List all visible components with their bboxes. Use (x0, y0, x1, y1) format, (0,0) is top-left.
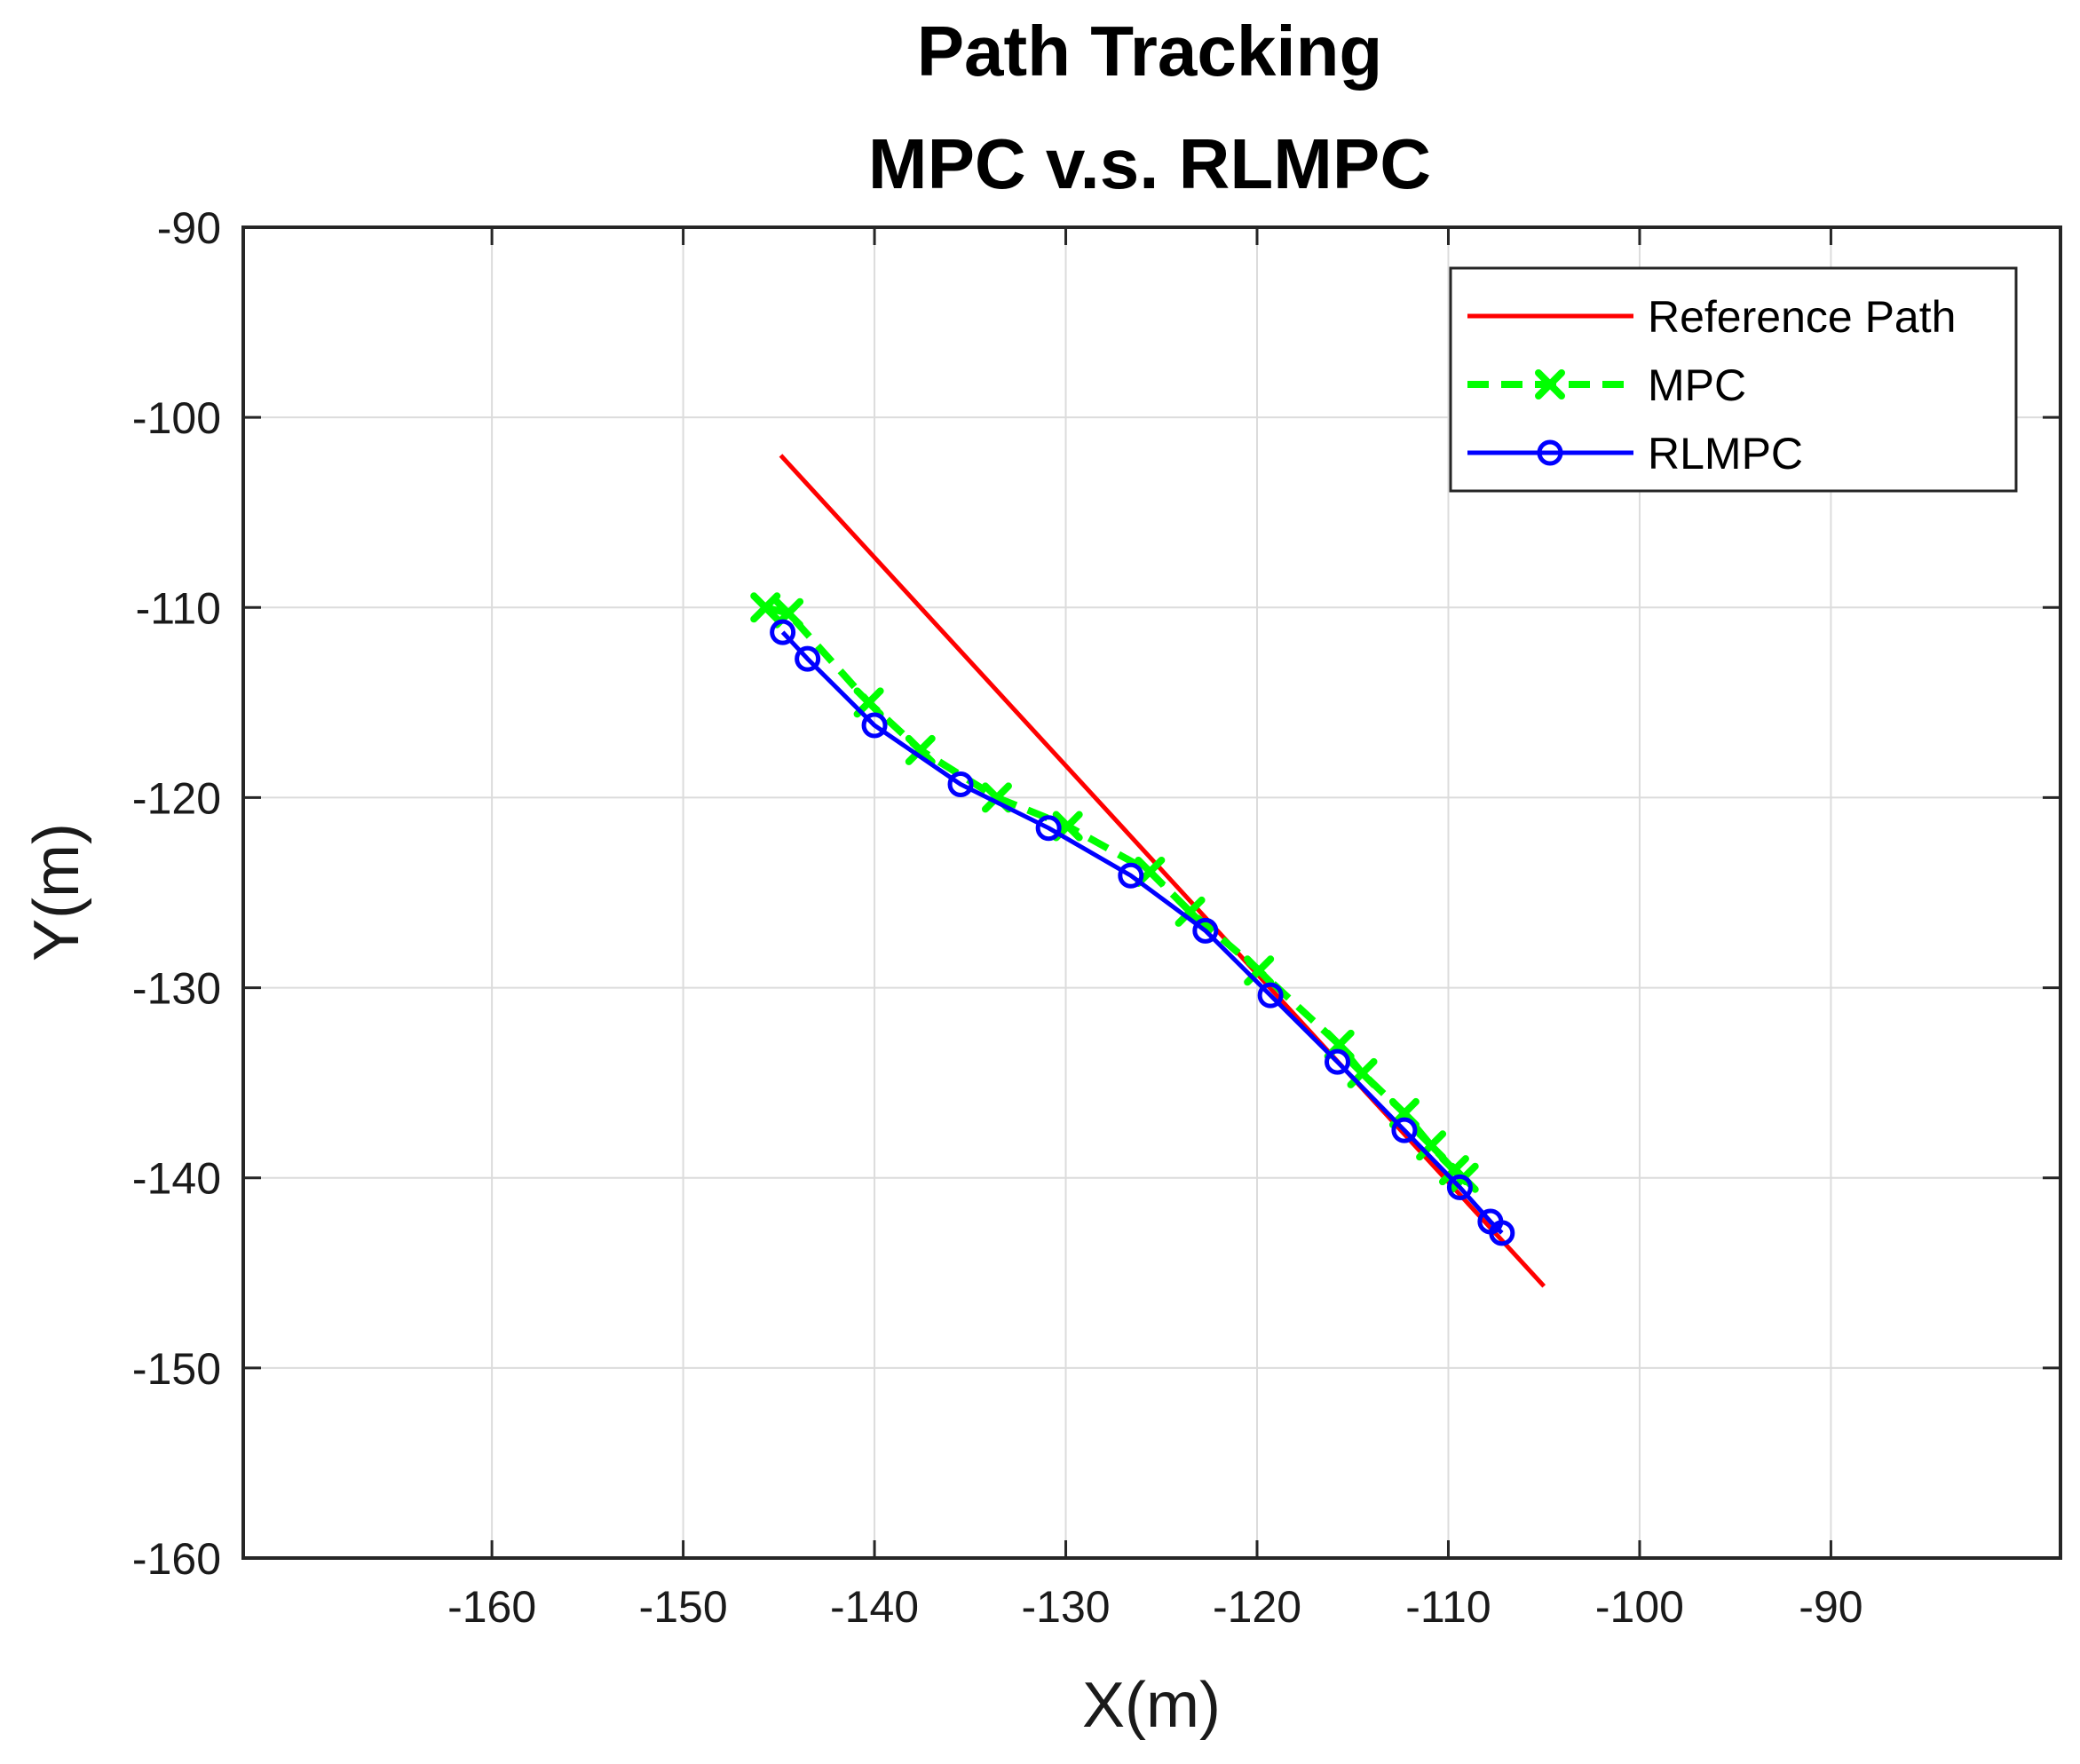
data-point-marker (905, 734, 936, 765)
data-point-marker (1416, 1130, 1447, 1161)
data-point-marker (1192, 917, 1219, 944)
marker-stroke (1416, 1130, 1447, 1161)
legend-label: MPC (1648, 360, 1746, 410)
x-tick-label: -90 (1799, 1582, 1863, 1632)
y-tick-label: -120 (132, 773, 221, 823)
data-point-marker (770, 619, 796, 645)
legend-items: Reference Path MPC RLMPC (1467, 292, 1956, 479)
plot-frame (241, 225, 2062, 1560)
legend-label: RLMPC (1648, 429, 1803, 479)
data-point-marker (861, 712, 888, 739)
x-tick-label: -130 (1021, 1582, 1110, 1632)
x-tick-label: -140 (830, 1582, 919, 1632)
series-reference-path (779, 454, 1546, 1288)
x-tick-label: -110 (1405, 1582, 1491, 1632)
tick-marks (243, 225, 2060, 1560)
legend-item: Reference Path (1467, 292, 1956, 342)
legend-marker (1535, 369, 1565, 399)
x-axis-label: X(m) (1082, 1670, 1221, 1741)
y-tick-label: -160 (132, 1534, 221, 1584)
y-tick-label: -130 (132, 964, 221, 1014)
legend: Reference Path MPC RLMPC (1449, 266, 2018, 493)
data-point-marker (795, 645, 821, 672)
x-tick-label: -100 (1595, 1582, 1684, 1632)
series-line (779, 454, 1546, 1288)
y-tick-label: -100 (132, 393, 221, 443)
data-point-marker (1035, 815, 1062, 842)
y-tick-label: -110 (136, 583, 221, 633)
y-axis-label: Y(m) (21, 823, 92, 961)
marker-stroke (1535, 369, 1565, 399)
data-point-marker (750, 592, 781, 623)
x-tick-label: -160 (447, 1582, 536, 1632)
legend-item: RLMPC (1467, 429, 1803, 479)
chart-title: Path Tracking (917, 12, 1383, 91)
marker-stroke (750, 592, 781, 623)
y-tick-label: -90 (157, 203, 221, 253)
y-tick-label: -140 (132, 1154, 221, 1204)
x-tick-label: -120 (1213, 1582, 1301, 1632)
marker-stroke (905, 734, 936, 765)
data-point-marker (1489, 1220, 1515, 1246)
series-mpc (750, 592, 1479, 1193)
data-point-marker (947, 771, 974, 797)
y-tick-label: -150 (132, 1344, 221, 1394)
data-point-marker (1391, 1117, 1418, 1143)
marker-stroke (981, 782, 1012, 813)
legend-item: MPC (1467, 360, 1746, 410)
marker-stroke (1174, 896, 1206, 927)
series-layer (750, 454, 1546, 1288)
data-point-marker (1118, 862, 1144, 889)
legend-label: Reference Path (1648, 292, 1956, 342)
data-point-marker (1325, 1048, 1351, 1075)
chart-subtitle: MPC v.s. RLMPC (868, 124, 1431, 203)
series-rlmpc (770, 619, 1515, 1246)
series-line (780, 630, 1504, 1235)
x-tick-label: -150 (639, 1582, 728, 1632)
data-point-marker (1446, 1174, 1473, 1200)
data-point-marker (1257, 982, 1284, 1009)
data-point-marker (1174, 896, 1206, 927)
legend-marker (1537, 439, 1563, 466)
